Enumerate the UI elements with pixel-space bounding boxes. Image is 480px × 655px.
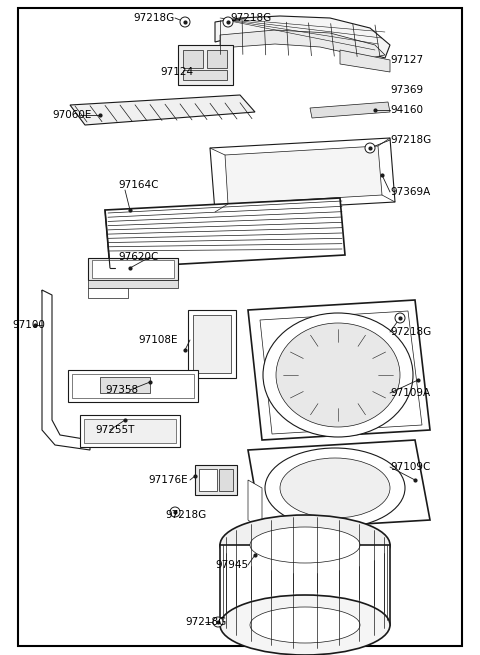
Text: 97176E: 97176E xyxy=(148,475,188,485)
Bar xyxy=(193,315,231,373)
Text: 97218G: 97218G xyxy=(165,510,206,520)
Text: 97255T: 97255T xyxy=(95,425,134,435)
Polygon shape xyxy=(70,95,255,125)
Polygon shape xyxy=(220,30,385,58)
Polygon shape xyxy=(248,300,430,440)
Polygon shape xyxy=(105,198,345,268)
Bar xyxy=(100,377,150,393)
Ellipse shape xyxy=(265,448,405,528)
Text: 97358: 97358 xyxy=(105,385,138,395)
Bar xyxy=(219,469,233,491)
Circle shape xyxy=(213,617,223,627)
Polygon shape xyxy=(260,311,422,434)
Bar xyxy=(80,415,180,447)
Text: 97620C: 97620C xyxy=(118,252,158,262)
Text: 97218G: 97218G xyxy=(390,135,431,145)
Bar xyxy=(178,45,233,85)
Ellipse shape xyxy=(250,527,360,563)
Circle shape xyxy=(180,17,190,27)
Bar xyxy=(68,370,198,402)
Text: 97369A: 97369A xyxy=(390,187,430,197)
Polygon shape xyxy=(310,102,390,118)
Bar xyxy=(72,374,194,398)
Polygon shape xyxy=(340,50,390,72)
Circle shape xyxy=(223,17,233,27)
Text: 97218G: 97218G xyxy=(230,13,271,23)
Text: 97108E: 97108E xyxy=(138,335,178,345)
Ellipse shape xyxy=(263,313,413,437)
Bar xyxy=(88,288,128,298)
Text: 97164C: 97164C xyxy=(118,180,158,190)
Polygon shape xyxy=(215,16,390,58)
Circle shape xyxy=(395,313,405,323)
Text: 97127: 97127 xyxy=(390,55,423,65)
Text: 97369: 97369 xyxy=(390,85,423,95)
Bar xyxy=(220,545,390,625)
Text: 97124: 97124 xyxy=(160,67,193,77)
Text: 97109A: 97109A xyxy=(390,388,430,398)
Bar xyxy=(92,260,174,278)
Bar xyxy=(88,258,178,280)
Polygon shape xyxy=(248,440,430,530)
Circle shape xyxy=(170,507,180,517)
Polygon shape xyxy=(225,146,382,204)
Ellipse shape xyxy=(276,323,400,427)
Bar xyxy=(84,419,176,443)
Bar xyxy=(195,465,237,495)
Bar xyxy=(183,70,227,80)
Text: 97109C: 97109C xyxy=(390,462,431,472)
Text: 97060E: 97060E xyxy=(52,110,91,120)
Polygon shape xyxy=(42,290,90,450)
Text: 94160: 94160 xyxy=(390,105,423,115)
Bar xyxy=(88,280,178,288)
Bar xyxy=(183,50,203,68)
Circle shape xyxy=(365,143,375,153)
Ellipse shape xyxy=(220,515,390,575)
Ellipse shape xyxy=(250,607,360,643)
Bar xyxy=(188,310,236,378)
Polygon shape xyxy=(248,480,262,530)
Text: 97945: 97945 xyxy=(215,560,248,570)
Text: 97218G: 97218G xyxy=(134,13,175,23)
Text: 97218G: 97218G xyxy=(390,327,431,337)
Ellipse shape xyxy=(220,595,390,655)
Text: 97100: 97100 xyxy=(12,320,45,330)
Ellipse shape xyxy=(280,458,390,518)
Bar xyxy=(199,469,217,491)
Bar xyxy=(207,50,227,68)
Polygon shape xyxy=(210,138,395,212)
Text: 97218G: 97218G xyxy=(185,617,226,627)
